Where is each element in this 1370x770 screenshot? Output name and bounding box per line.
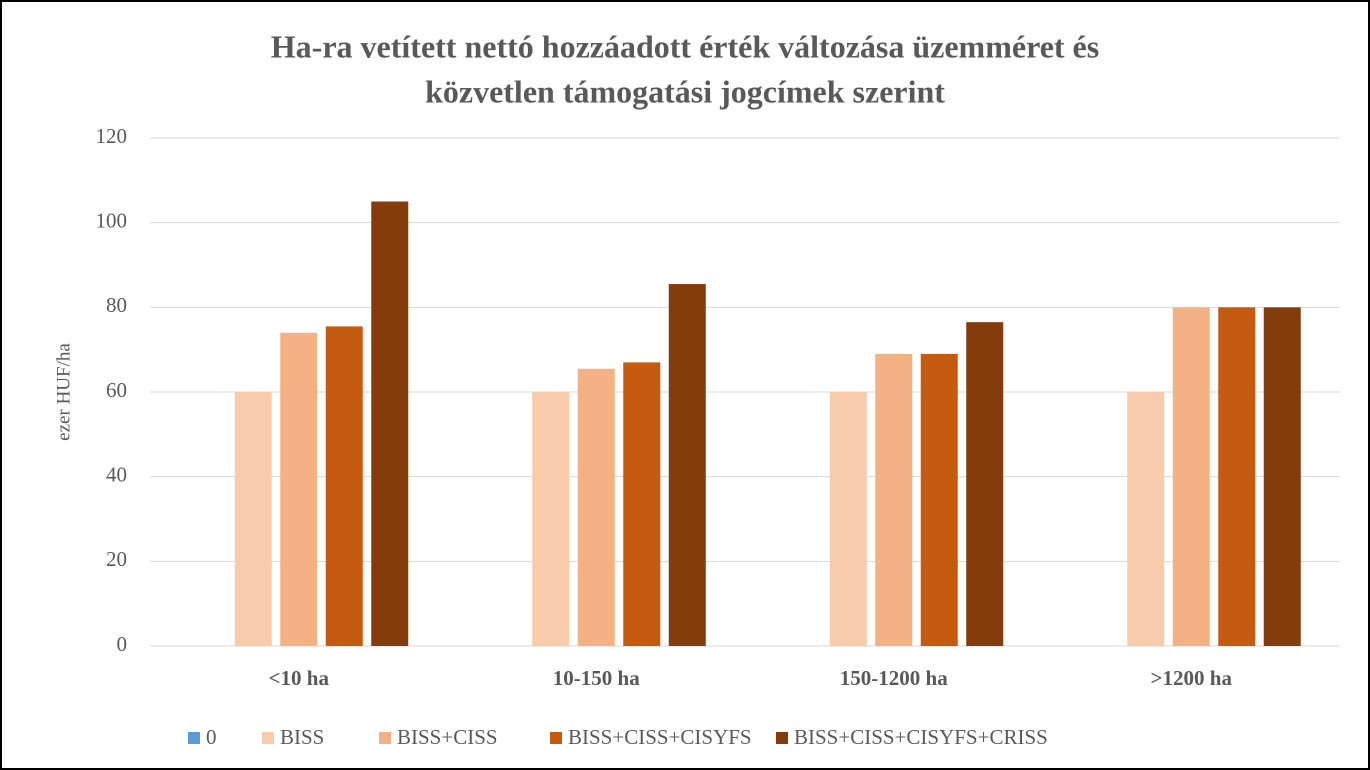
legend-swatch [550,732,562,744]
y-tick-label: 0 [117,632,128,656]
bar [1218,307,1256,646]
legend-label: BISS+CISS+CISYFS [568,725,752,749]
y-tick-label: 120 [96,124,128,148]
legend-swatch [379,732,391,744]
legend-swatch [262,732,274,744]
bar [966,322,1004,646]
legend-label: 0 [206,725,217,749]
bar [325,326,363,646]
legend-label: BISS+CISS+CISYFS+CRISS [794,725,1048,749]
y-tick-label: 80 [106,293,127,317]
bar [234,392,272,646]
legend-label: BISS+CISS [397,725,498,749]
y-tick-label: 60 [106,378,127,402]
bar [1263,307,1301,646]
bar [532,392,570,646]
y-tick-label: 40 [106,462,127,486]
bar [1127,392,1165,646]
bar [577,368,615,646]
x-tick-label: <10 ha [269,666,330,690]
x-tick-label: 10-150 ha [553,666,640,690]
chart-title: Ha-ra vetített nettó hozzáadott érték vá… [271,28,1099,64]
chart-title: közvetlen támogatási jogcímek szerint [425,73,945,109]
bar [1172,307,1210,646]
bar [920,353,958,646]
y-tick-label: 20 [106,547,127,571]
x-tick-label: >1200 ha [1151,666,1233,690]
bar [829,392,867,646]
bar [280,332,318,646]
bar [875,353,913,646]
legend-swatch [188,732,200,744]
bar [668,284,706,646]
bar [371,201,409,646]
legend-swatch [776,732,788,744]
y-axis-label: ezer HUF/ha [53,343,74,441]
x-tick-label: 150-1200 ha [840,666,948,690]
legend-label: BISS [280,725,324,749]
bar [623,362,661,646]
y-tick-label: 100 [96,208,128,232]
